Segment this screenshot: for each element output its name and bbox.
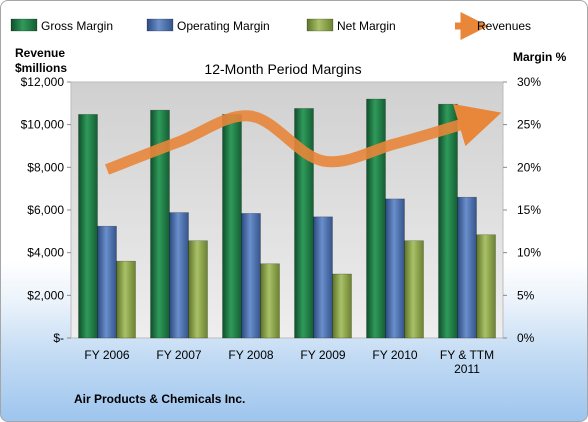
x-tick-label: 2011 — [454, 362, 480, 376]
bar-gross-margin — [366, 98, 386, 339]
x-tick-label: FY 2007 — [156, 348, 201, 362]
left-tick-label: $12,000 — [21, 75, 65, 89]
right-tick-label: 10% — [517, 246, 541, 260]
legend-label-operating-margin: Operating Margin — [177, 19, 270, 33]
bar-net-margin — [188, 240, 208, 339]
legend-swatch-net-margin — [306, 18, 334, 32]
left-tick-label: $8,000 — [27, 160, 64, 174]
legend-label-gross-margin: Gross Margin — [41, 19, 113, 33]
right-axis-title: Margin % — [513, 50, 567, 64]
right-tick-label: 20% — [517, 160, 541, 174]
x-tick-label: FY & TTM — [440, 348, 494, 362]
bar-operating-margin — [97, 225, 117, 339]
bar-gross-margin — [438, 103, 458, 339]
bar-net-margin — [116, 260, 136, 339]
left-tick-label: $2,000 — [27, 288, 64, 302]
bar-net-margin — [332, 273, 352, 339]
bar-operating-margin — [313, 216, 333, 339]
company-name: Air Products & Chemicals Inc. — [74, 392, 245, 406]
legend-swatch-operating-margin — [146, 18, 174, 32]
revenue-line — [105, 103, 502, 175]
bar-operating-margin — [457, 196, 477, 339]
bars — [78, 98, 496, 339]
chart-title: 12-Month Period Margins — [204, 61, 361, 77]
right-tick-label: 5% — [517, 288, 535, 302]
bar-net-margin — [404, 240, 424, 339]
legend-swatch-gross-margin — [10, 18, 38, 32]
left-axis: $- $2,000 $4,000 $6,000 $8,000 $10,000 $12,000 — [21, 75, 71, 345]
bar-net-margin — [476, 234, 496, 339]
bar-operating-margin — [169, 212, 189, 339]
revenue-line-path — [105, 103, 502, 175]
left-tick-label: $6,000 — [27, 203, 64, 217]
right-tick-label: 0% — [517, 331, 535, 345]
bar-gross-margin — [222, 114, 242, 339]
left-tick-label: $4,000 — [27, 246, 64, 260]
left-tick-label: $- — [53, 331, 64, 345]
left-tick-label: $10,000 — [21, 118, 65, 132]
x-tick-label: FY 2008 — [228, 348, 273, 362]
bar-operating-margin — [385, 198, 405, 339]
bar-operating-margin — [241, 213, 261, 339]
left-axis-title-line2: $millions — [15, 61, 67, 75]
right-tick-label: 30% — [517, 75, 541, 89]
x-tick-label: FY 2010 — [372, 348, 417, 362]
legend-label-net-margin: Net Margin — [337, 19, 396, 33]
x-tick-label: FY 2006 — [84, 348, 129, 362]
x-tick-label: FY 2009 — [300, 348, 345, 362]
right-tick-label: 25% — [517, 118, 541, 132]
right-axis: 0% 5% 10% 15% 20% 25% 30% — [503, 75, 541, 345]
bar-gross-margin — [78, 114, 98, 339]
bar-net-margin — [260, 263, 280, 339]
plot-area — [70, 81, 504, 339]
x-axis: FY 2006 FY 2007 FY 2008 FY 2009 FY 2010 FY & … — [84, 348, 494, 376]
legend-label-revenues: Revenues — [477, 19, 531, 33]
legend: Gross Margin Operating Margin Net Margin Re… — [10, 12, 531, 40]
left-axis-title-line1: Revenue — [15, 46, 65, 60]
right-tick-label: 15% — [517, 203, 541, 217]
